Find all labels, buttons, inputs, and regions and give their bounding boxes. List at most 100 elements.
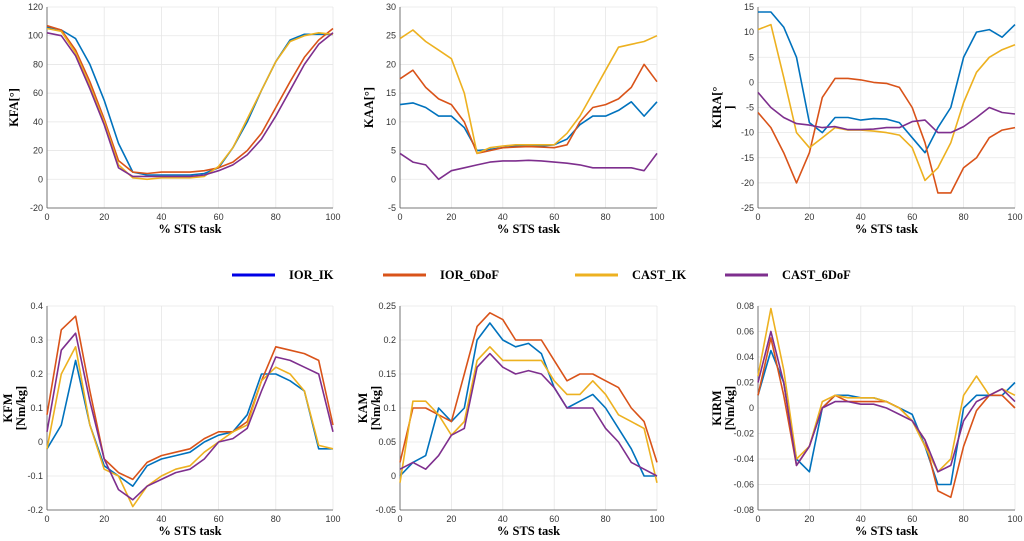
y-tick-label: 0 [749,77,754,87]
y-tick-label: 10 [744,27,754,37]
series-line-cast-ik [757,307,1016,473]
x-axis-label: % STS task [158,222,221,236]
y-tick-label: 0.06 [736,327,754,337]
y-tick-label: 30 [386,2,396,12]
y-tick-label: 0 [38,174,43,184]
y-tick-label: 0.15 [378,369,396,379]
series-line-cast-ik [399,29,658,155]
series-line-cast-ik [46,345,334,508]
x-tick-label: 0 [44,212,49,222]
y-tick-label: 0.1 [30,403,43,413]
y-tick-label: -5 [746,103,754,113]
x-tick-label: 100 [1007,212,1022,222]
x-axis-label: % STS task [158,524,221,538]
y-axis-label: KIRM [710,390,724,426]
x-tick-label: 60 [549,514,559,524]
y-tick-label: -5 [388,203,396,213]
x-tick-label: 100 [325,212,340,222]
y-axis-label: KIRA[° [710,87,724,129]
y-tick-label: 0 [749,403,754,413]
legend-label: IOR_IK [289,268,334,282]
y-tick-label: -0.1 [27,471,43,481]
y-tick-label: -0.02 [733,429,754,439]
series-line-cast-6dof [46,332,334,501]
chart-panel-5: 0 20 40 60 80 100 -0.08 -0.06 -0.04 -0.02 0 0.02 0.0… [710,301,1023,538]
x-tick-label: 80 [271,514,281,524]
y-tick-label: 0.02 [736,378,754,388]
y-axis-label: KAA[°] [362,87,376,128]
x-tick-label: 20 [99,514,109,524]
series-line-cast-6dof [399,352,658,477]
x-tick-label: 100 [1007,514,1022,524]
x-tick-label: 0 [44,514,49,524]
x-axis-label: % STS task [497,222,560,236]
x-tick-label: 100 [649,514,664,524]
legend: IOR_IK IOR_6DoF CAST_IK CAST_6DoF [232,268,851,282]
y-axis-label: [Nm/kg] [369,386,383,430]
x-tick-label: 60 [214,212,224,222]
y-tick-label: 0.04 [736,352,754,362]
series-line-cast-6dof [399,152,658,181]
y-tick-label: 0 [391,471,396,481]
x-tick-label: 20 [99,212,109,222]
series-line-cast-6dof [757,91,1016,134]
y-tick-label: 0.05 [378,437,396,447]
y-tick-label: 0.1 [383,403,396,413]
y-axis-label: ] [723,105,737,109]
y-tick-label: -0.2 [27,505,43,515]
y-tick-label: -0.08 [733,505,754,515]
y-tick-label: 0.4 [30,301,43,311]
legend-label: CAST_6DoF [782,268,851,282]
y-tick-label: -20 [30,203,43,213]
y-tick-label: 0.3 [30,335,43,345]
y-axis-label: KAM [356,393,370,424]
x-tick-label: 100 [649,212,664,222]
plot-area [400,7,657,208]
y-tick-label: -0.05 [375,505,396,515]
y-tick-label: 20 [33,146,43,156]
x-tick-label: 40 [498,212,508,222]
y-tick-label: 0.25 [378,301,396,311]
x-tick-label: 40 [156,514,166,524]
y-tick-label: -20 [741,178,754,188]
y-tick-label: -15 [741,153,754,163]
y-tick-label: -0.04 [733,454,754,464]
x-axis-label: % STS task [855,524,918,538]
y-tick-label: 60 [33,88,43,98]
y-axis-label: KFM [1,393,15,422]
x-tick-label: 0 [397,514,402,524]
x-tick-label: 100 [325,514,340,524]
x-tick-label: 20 [804,212,814,222]
x-tick-label: 80 [959,212,969,222]
chart-panel-2: 0 20 40 60 80 100 -25 -20 -15 -10 -5 0 5 10 15 % STS ta… [710,2,1023,236]
x-tick-label: 40 [498,514,508,524]
y-axis-label: [Nm/kg] [723,386,737,430]
y-tick-label: 5 [749,52,754,62]
series-line-ior-6dof [399,63,658,155]
legend-label: CAST_IK [632,268,686,282]
series-line-ior-6dof [757,77,1016,194]
y-tick-label: -10 [741,128,754,138]
x-axis-label: % STS task [855,222,918,236]
x-tick-label: 80 [601,212,611,222]
series-line-cast-6dof [757,330,1016,473]
series-line-ior-ik [399,322,657,477]
series-line-cast-ik [757,23,1016,182]
x-tick-label: 0 [755,212,760,222]
y-tick-label: 0.08 [736,301,754,311]
x-tick-label: 20 [804,514,814,524]
series-line-ior-ik [758,11,1016,154]
x-tick-label: 40 [856,514,866,524]
x-tick-label: 20 [446,212,456,222]
y-tick-label: 0.2 [383,335,396,345]
y-tick-label: 15 [744,2,754,12]
y-axis-label: [Nm/kg] [14,386,28,430]
legend-label: IOR_6DoF [440,268,499,282]
x-tick-label: 20 [446,514,456,524]
x-tick-label: 0 [397,212,402,222]
y-tick-label: 40 [33,117,43,127]
y-tick-label: 120 [28,2,43,12]
series-line-ior-6dof [46,315,334,481]
